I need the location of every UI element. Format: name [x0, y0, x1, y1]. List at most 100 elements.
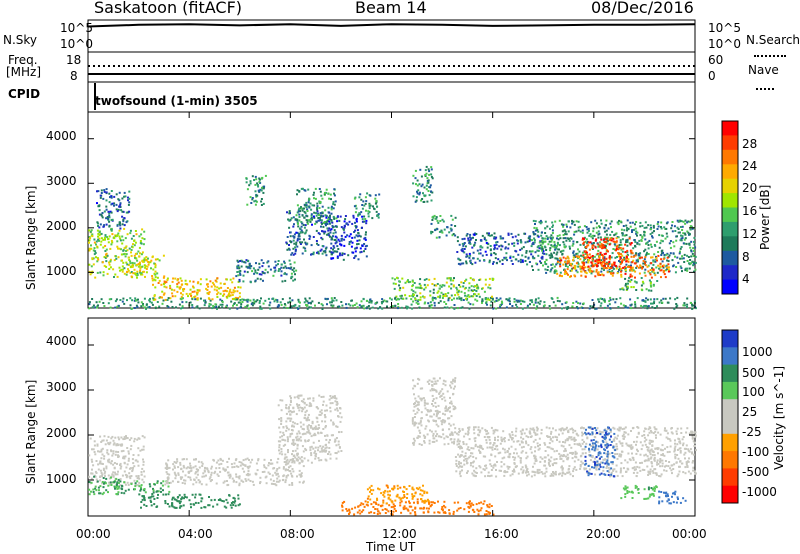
velocity-cell [360, 510, 363, 513]
power-cell [603, 261, 606, 264]
power-cell [651, 236, 654, 239]
velocity-cell [183, 493, 186, 496]
power-cell [350, 299, 353, 302]
velocity-cell [229, 473, 232, 476]
power-cell [472, 251, 475, 254]
velocity-cell [402, 506, 405, 509]
velocity-cell [283, 457, 286, 460]
power-cell [296, 221, 299, 224]
power-cell [477, 287, 480, 290]
velocity-cell [193, 503, 196, 506]
velocity-cell [200, 483, 203, 486]
power-cell [395, 298, 398, 301]
power-cell [199, 297, 202, 300]
power-cell [556, 296, 559, 299]
velocity-cell [413, 403, 415, 405]
power-cell [483, 236, 486, 239]
power-cell [217, 291, 220, 294]
power-cell [99, 196, 102, 199]
power-cell [333, 192, 335, 195]
power-cell [127, 256, 130, 259]
velocity-cell [210, 473, 213, 476]
power-cell [490, 300, 493, 303]
power-cell [472, 295, 475, 298]
velocity-cell [335, 452, 338, 455]
power-cell [486, 303, 488, 306]
power-cell [597, 230, 600, 233]
power-cell [606, 237, 609, 240]
power-cell [321, 238, 324, 241]
power-cell [462, 244, 465, 247]
power-cell [681, 255, 684, 258]
power-cell [580, 270, 583, 273]
velocity-cell [179, 500, 182, 503]
power-tick-20: 20 [742, 181, 758, 195]
power-cell [453, 277, 455, 280]
power-cell [102, 225, 105, 228]
power-cell [462, 282, 465, 284]
velocity-cell [444, 511, 446, 514]
velocity-cell [238, 477, 241, 480]
power-cell [582, 243, 585, 246]
power-cell [635, 232, 638, 235]
power-cell [463, 248, 466, 250]
velocity-cell [305, 409, 308, 412]
power-cell [519, 248, 522, 251]
power-cell [294, 252, 297, 255]
velocity-cell [110, 460, 113, 463]
power-cell [292, 279, 295, 282]
power-cell [109, 260, 112, 263]
power-cell [628, 265, 631, 268]
power-cell [301, 252, 304, 255]
velocity-cell [391, 501, 394, 504]
velocity-cell [162, 493, 165, 496]
power-cell [128, 210, 131, 213]
power-cell [596, 259, 599, 261]
power-cell [565, 306, 568, 309]
power-cell [684, 269, 687, 272]
power-cell [649, 224, 652, 227]
power-cell [141, 265, 144, 268]
power-cell [260, 273, 263, 276]
power-cell [96, 260, 99, 263]
power-cell [641, 289, 644, 292]
power-cell [545, 249, 548, 251]
velocity-cell [452, 387, 455, 390]
velocity-cell [287, 407, 290, 410]
velocity-cell [488, 512, 491, 515]
velocity-cell [173, 471, 176, 474]
velocity-cell [309, 446, 312, 449]
velocity-cell [209, 480, 212, 483]
velocity-cell [171, 502, 174, 505]
power-cell [519, 239, 522, 242]
velocity-cell [374, 508, 377, 510]
velocity-cell [249, 461, 252, 464]
power-cell [588, 307, 591, 310]
velocity-cell [334, 408, 337, 411]
power-cell [478, 252, 481, 255]
power-cell [542, 264, 544, 267]
velocity-cell [424, 499, 427, 502]
power-cell [496, 299, 499, 302]
velocity-cell [282, 467, 285, 470]
power-cell [658, 234, 661, 237]
power-cell [323, 193, 326, 196]
velocity-cell [319, 413, 322, 416]
power-cell [646, 298, 649, 301]
power-cell [578, 225, 581, 228]
power-cell [296, 231, 299, 234]
power-cell [432, 291, 435, 294]
power-cell [537, 230, 540, 233]
velocity-cell [119, 478, 122, 481]
power-cell [128, 247, 131, 250]
power-cell [527, 256, 530, 259]
power-cell [98, 230, 101, 233]
power-cell [330, 198, 332, 201]
power-cell [524, 260, 527, 262]
power-cell [381, 307, 384, 310]
power-cell [628, 276, 631, 279]
power-cell [239, 286, 242, 289]
velocity-cell [289, 403, 292, 406]
power-cell [125, 245, 128, 248]
power-cell [228, 290, 231, 293]
